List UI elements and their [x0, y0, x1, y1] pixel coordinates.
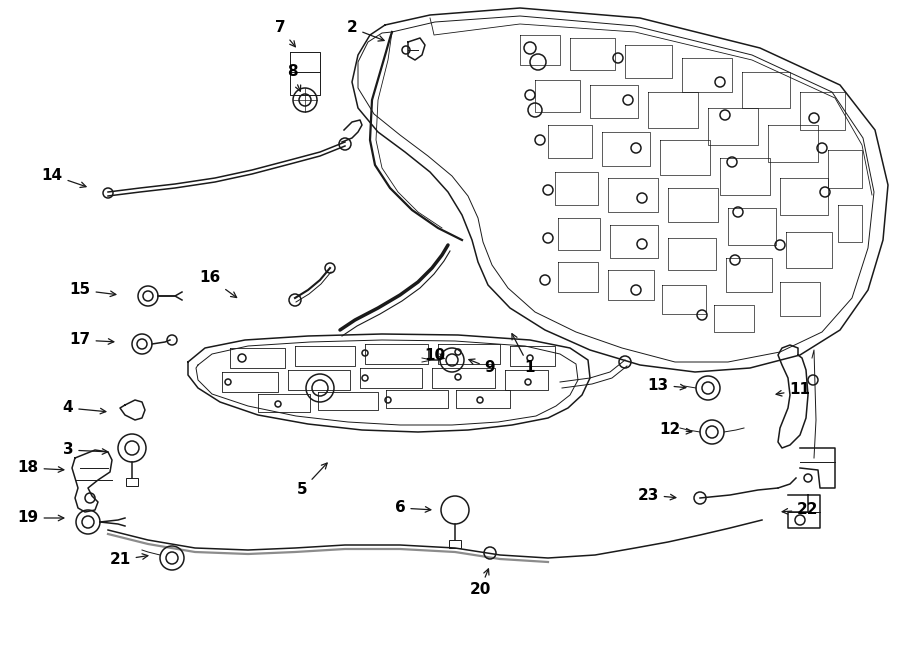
Text: 13: 13: [647, 377, 686, 393]
Bar: [449, 540, 461, 548]
Text: 5: 5: [297, 463, 328, 498]
Text: 12: 12: [660, 422, 692, 438]
Text: 1: 1: [512, 334, 535, 375]
Text: 10: 10: [425, 348, 446, 363]
Text: 16: 16: [200, 271, 237, 297]
Text: 11: 11: [776, 383, 811, 397]
Text: 22: 22: [782, 502, 819, 518]
Text: 6: 6: [394, 500, 431, 516]
Text: 9: 9: [469, 359, 495, 375]
Text: 19: 19: [17, 510, 64, 526]
Text: 3: 3: [63, 442, 108, 457]
Bar: [126, 478, 138, 486]
Text: 23: 23: [637, 487, 676, 502]
Text: 17: 17: [69, 332, 113, 348]
Text: 8: 8: [287, 64, 301, 91]
Text: 4: 4: [63, 401, 106, 416]
Text: 18: 18: [17, 461, 64, 475]
Text: 20: 20: [469, 569, 491, 598]
Text: 21: 21: [110, 553, 148, 567]
Text: 14: 14: [41, 167, 86, 187]
Text: 2: 2: [346, 21, 384, 41]
Text: 15: 15: [69, 283, 116, 297]
Text: 7: 7: [274, 21, 295, 47]
